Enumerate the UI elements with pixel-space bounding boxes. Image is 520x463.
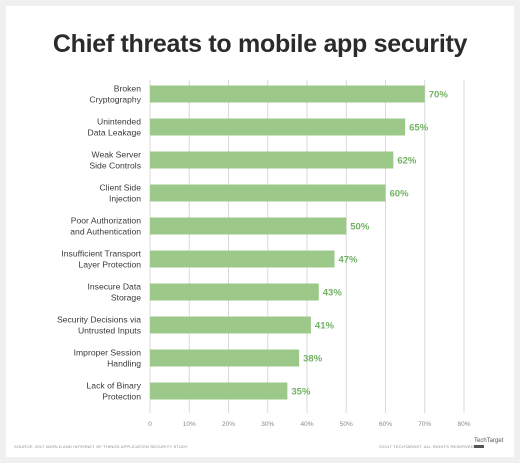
value-label: 70% [429, 90, 449, 101]
bar [150, 85, 425, 103]
bar [150, 349, 300, 367]
category-label: Broken [114, 84, 141, 94]
category-label: Layer Protection [78, 260, 141, 270]
category-label: Insufficient Transport [61, 249, 141, 259]
x-tick-label: 40% [300, 421, 313, 428]
x-tick-label: 60% [379, 421, 392, 428]
bar [150, 250, 335, 268]
category-label: Insecure Data [87, 282, 141, 292]
category-label: Client Side [99, 183, 141, 193]
techtarget-logo: TechTarget [474, 438, 508, 452]
value-label: 35% [291, 387, 311, 398]
x-tick-label: 0 [148, 421, 152, 428]
category-label: Handling [107, 359, 141, 369]
logo-mark-icon [474, 445, 484, 448]
bar [150, 217, 347, 235]
value-label: 41% [315, 321, 335, 332]
x-tick-label: 20% [222, 421, 235, 428]
bars [150, 85, 425, 400]
x-tick-label: 10% [183, 421, 196, 428]
copyright-note: ©2017 TECHTARGET. ALL RIGHTS RESERVED [379, 444, 474, 449]
category-label: Security Decisions via [57, 315, 141, 325]
value-label: 38% [303, 354, 323, 365]
category-label: Injection [109, 194, 141, 204]
bar [150, 316, 311, 334]
chart-title: Chief threats to mobile app security [52, 30, 468, 58]
value-label: 60% [390, 189, 410, 200]
category-label: Unintended [97, 117, 141, 127]
value-label: 43% [323, 288, 343, 299]
category-label: and Authentication [70, 227, 141, 237]
category-label: Protection [102, 392, 141, 402]
category-label: Data Leakage [87, 128, 141, 138]
x-axis-ticks: 0 10% 20% 30% 40% 50% 60% 70% 80% [148, 421, 471, 428]
value-label: 47% [338, 255, 358, 266]
value-labels: 70% 65% 62% 60% 50% 47% 43% 41% 38% 35% [291, 90, 448, 398]
category-label: Poor Authorization [71, 216, 141, 226]
value-label: 65% [409, 123, 429, 134]
value-label: 62% [397, 156, 417, 167]
category-label: Cryptography [89, 95, 141, 105]
category-label: Storage [111, 293, 141, 303]
value-label: 50% [350, 222, 370, 233]
x-tick-label: 80% [457, 421, 470, 428]
x-tick-label: 50% [340, 421, 353, 428]
category-label: Improper Session [74, 348, 142, 358]
category-label: Lack of Binary [87, 381, 142, 391]
bar [150, 382, 288, 400]
logo-text: TechTarget [474, 438, 504, 444]
category-label: Weak Server [91, 150, 141, 160]
bar [150, 184, 386, 202]
bar [150, 118, 406, 136]
x-tick-label: 30% [261, 421, 274, 428]
source-note: SOURCE: 2017 WORLD AND INTERNET OF THING… [14, 444, 189, 449]
bar [150, 151, 394, 169]
category-label: Untrusted Inputs [78, 326, 141, 336]
bar [150, 283, 319, 301]
category-label: Side Controls [89, 161, 141, 171]
x-tick-label: 70% [418, 421, 431, 428]
